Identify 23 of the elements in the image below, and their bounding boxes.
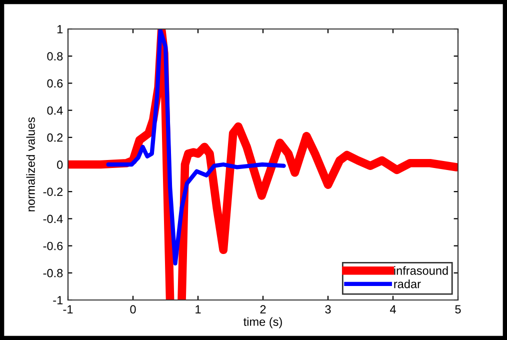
x-tick-label: 1 xyxy=(196,305,201,314)
y-tick-label: -0.2 xyxy=(43,188,63,196)
y-tick-label: -1 xyxy=(53,296,63,304)
line-series xyxy=(106,29,286,266)
y-axis-title: normalized values xyxy=(26,117,35,212)
y-tick-label: 0.2 xyxy=(47,133,63,142)
y-tick-label: 0.4 xyxy=(47,106,63,115)
x-tick-label: 5 xyxy=(455,305,461,314)
x-tick-label: 2 xyxy=(260,305,266,314)
x-axis-title: time (s) xyxy=(244,317,282,328)
x-tick-label: 3 xyxy=(325,305,331,314)
y-tick-label: 0 xyxy=(57,160,63,169)
x-tick-label: 4 xyxy=(390,305,396,314)
x-tick-label: -1 xyxy=(63,305,73,314)
legend-label: infrasound xyxy=(394,266,448,275)
x-tick-label: 0 xyxy=(130,305,136,314)
y-tick-label: 1 xyxy=(57,25,63,34)
legend-label: radar xyxy=(394,280,421,288)
y-tick-label: -0.8 xyxy=(43,268,63,278)
y-tick-label: -0.4 xyxy=(43,214,63,224)
y-tick-label: 0.8 xyxy=(47,52,63,60)
y-tick-label: 0.6 xyxy=(47,79,63,88)
y-tick-label: -0.6 xyxy=(43,242,63,250)
